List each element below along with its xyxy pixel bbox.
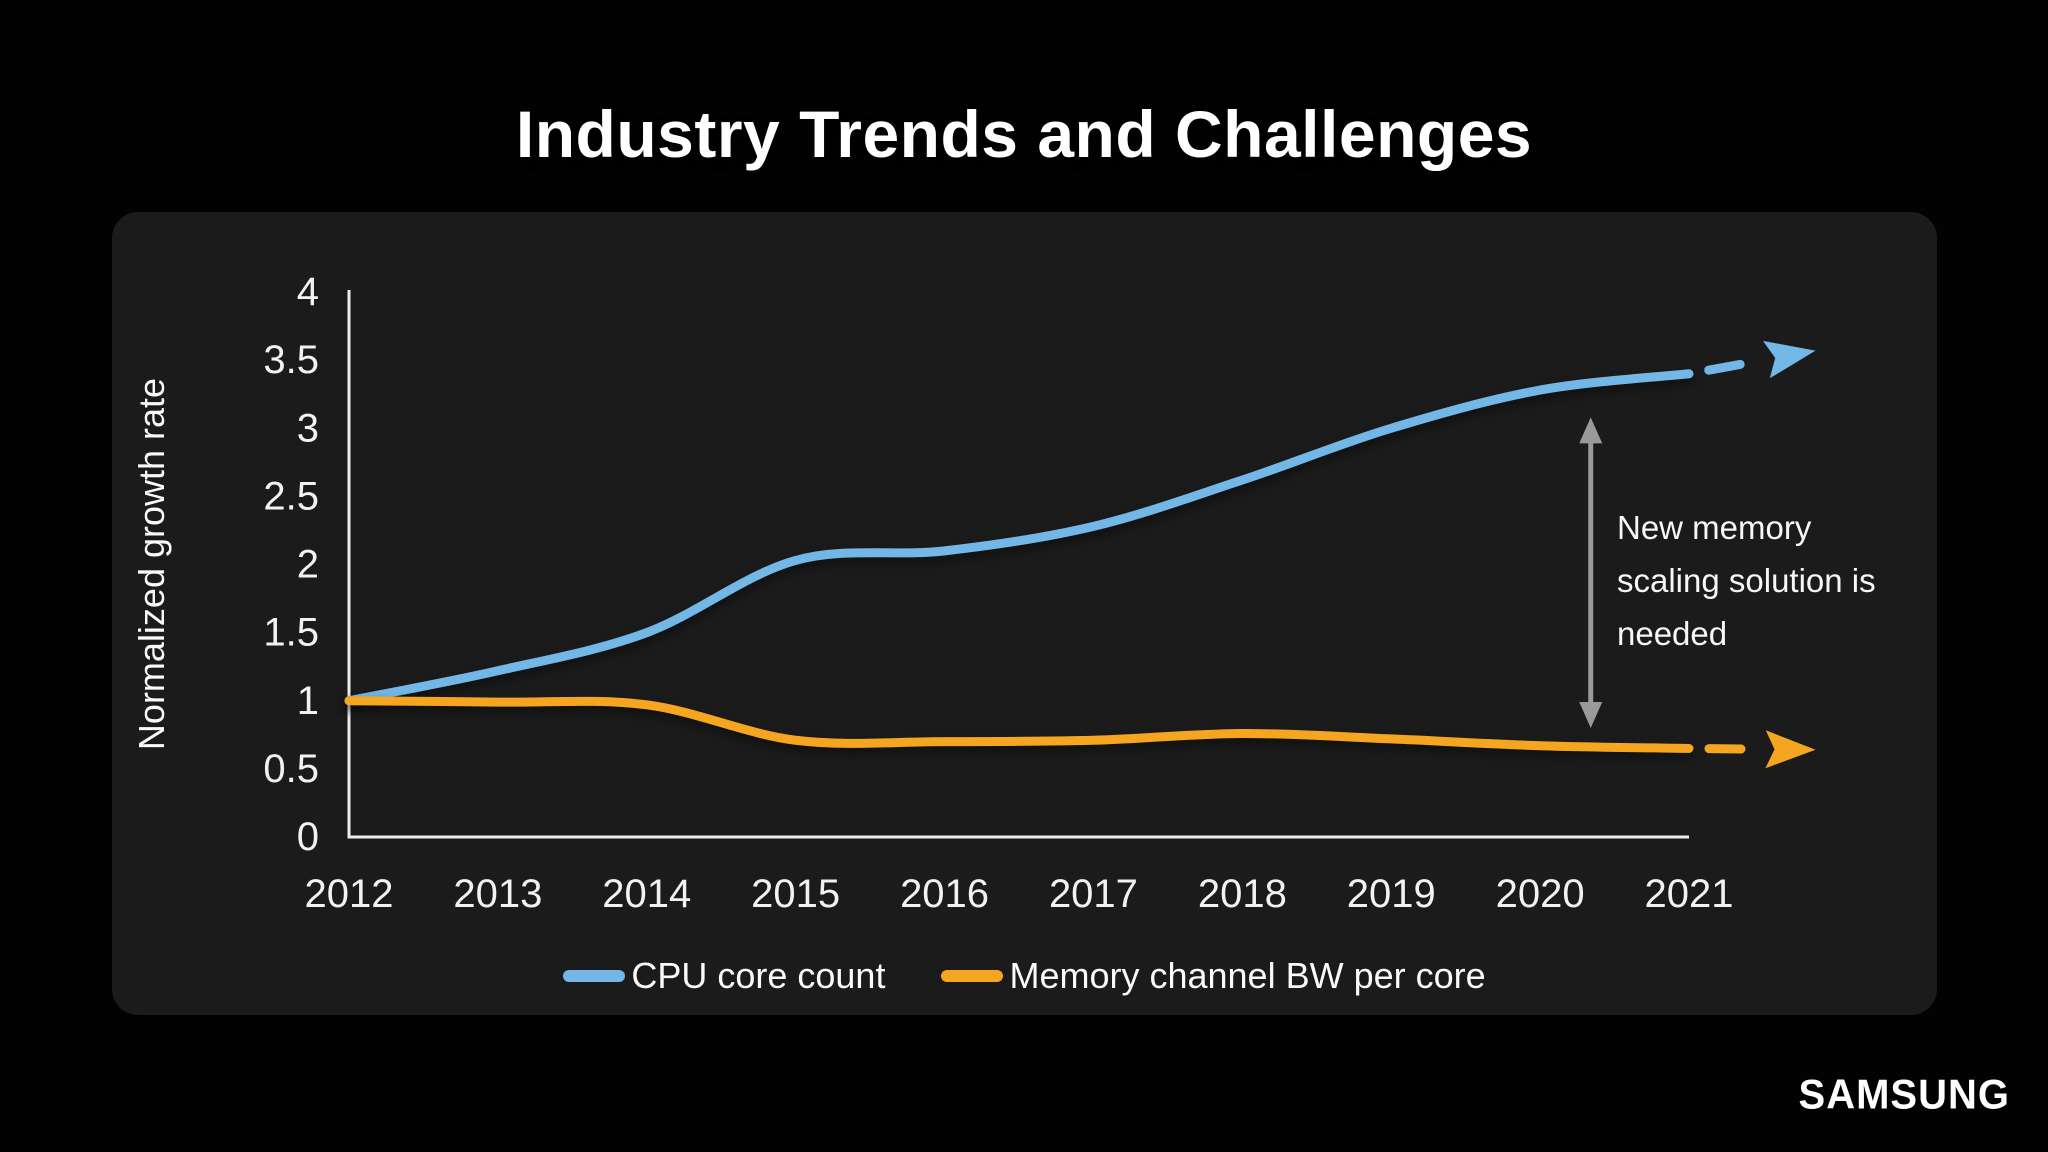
series-line-memory-bw — [344, 696, 1694, 753]
x-tick-label: 2015 — [751, 872, 840, 916]
annotation-line-3: needed — [1617, 615, 1728, 652]
samsung-logo: SAMSUNG — [1798, 1072, 2010, 1118]
y-axis-title: Normalized growth rate — [131, 378, 172, 750]
y-tick-label: 0 — [297, 815, 319, 859]
line-chart: Normalized growth rate 0 0.5 1 1.5 2 2.5 3 3.5 4… — [131, 270, 1816, 916]
gap-double-arrow — [1579, 417, 1603, 728]
annotation-line-1: New memory — [1617, 509, 1812, 546]
y-tick-label: 2 — [297, 543, 319, 587]
y-tick-label: 3.5 — [263, 338, 319, 382]
y-tick-label: 0.5 — [263, 747, 319, 791]
annotation-text: New memory scaling solution is needed — [1617, 501, 1876, 660]
y-tick-label: 3 — [297, 406, 319, 450]
gap-arrow-down-icon — [1579, 702, 1603, 728]
x-tick-label: 2017 — [1049, 872, 1138, 916]
chart-panel: Normalized growth rate 0 0.5 1 1.5 2 2.5 3 3.5 4… — [112, 212, 1937, 1015]
x-tick-label: 2019 — [1347, 872, 1436, 916]
y-tick-label: 1 — [297, 679, 319, 723]
chart-axes — [347, 290, 1689, 839]
x-tick-label: 2014 — [602, 872, 691, 916]
projection-arrowhead-icon — [1762, 340, 1816, 379]
series-line-cpu-core-count — [344, 369, 1694, 706]
x-tick-label: 2021 — [1645, 872, 1734, 916]
y-tick-label: 1.5 — [263, 611, 319, 655]
y-tick-label: 4 — [297, 270, 319, 314]
x-tick-label: 2020 — [1496, 872, 1585, 916]
x-tick-label: 2013 — [453, 872, 542, 916]
x-tick-label: 2018 — [1198, 872, 1287, 916]
slide-title: Industry Trends and Challenges — [515, 97, 1533, 171]
legend-item-cpu-core-count: CPU core count — [563, 955, 885, 997]
projection-dash — [1704, 359, 1745, 375]
x-axis-tick-labels: 2012 2013 2014 2015 2016 2017 2018 2019 2020 2021 — [305, 872, 1734, 916]
series-lines — [344, 340, 1816, 769]
legend-label-cpu-core-count: CPU core count — [631, 955, 886, 996]
legend-item-memory-bw: Memory channel BW per core — [941, 955, 1486, 997]
cpu-series-swatch-icon — [563, 970, 626, 982]
projection-arrowhead-icon — [1765, 730, 1816, 769]
x-tick-label: 2012 — [305, 872, 394, 916]
memory-series-swatch-icon — [941, 970, 1004, 982]
x-tick-label: 2016 — [900, 872, 989, 916]
gap-arrow-up-icon — [1579, 417, 1603, 444]
y-axis-tick-labels: 0 0.5 1 1.5 2 2.5 3 3.5 4 — [263, 270, 319, 859]
y-tick-label: 2.5 — [263, 474, 319, 518]
legend-label-memory-bw: Memory channel BW per core — [1009, 955, 1486, 996]
chart-legend: CPU core count Memory channel BW per cor… — [112, 953, 1937, 999]
annotation-line-2: scaling solution is — [1617, 562, 1876, 599]
